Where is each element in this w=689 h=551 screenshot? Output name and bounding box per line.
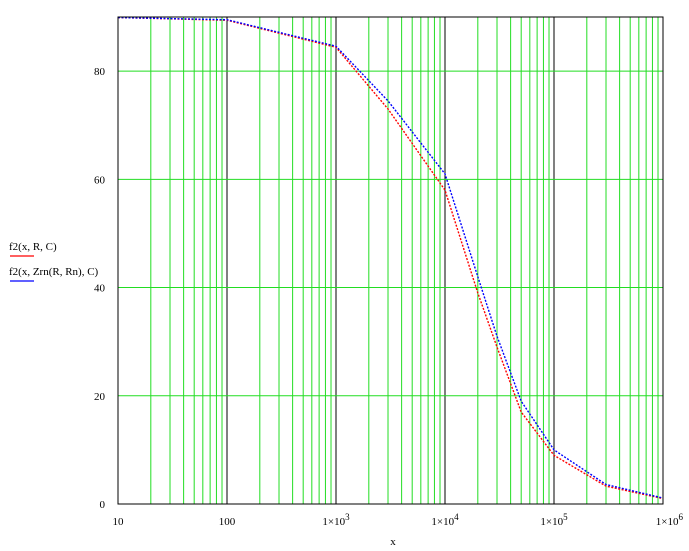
x-tick-label: 10 <box>113 516 125 528</box>
x-tick-exponent: 5 <box>563 512 568 522</box>
y-tick-label: 60 <box>94 174 106 186</box>
x-tick-base: 10 <box>113 516 125 528</box>
x-tick-exponent: 6 <box>679 512 684 522</box>
x-tick-base: 100 <box>219 516 236 528</box>
series-line-1 <box>117 16 664 500</box>
x-tick-label: 1×105 <box>540 512 568 528</box>
x-tick-base: 1×10 <box>656 516 679 528</box>
x-axis-label: x <box>390 536 396 548</box>
plot-frame <box>117 16 664 505</box>
curves <box>117 16 664 500</box>
y-tick-label: 80 <box>94 66 106 78</box>
y-tick-label: 40 <box>94 283 106 295</box>
x-tick-base: 1×10 <box>431 516 454 528</box>
y-tick-label: 0 <box>100 499 106 511</box>
series-line-2 <box>117 16 664 499</box>
x-tick-base: 1×10 <box>540 516 563 528</box>
x-tick-base: 1×10 <box>322 516 345 528</box>
x-axis-ticks: 10 100 1×103 1×104 1×105 1×106 <box>113 512 684 528</box>
gridlines <box>117 17 664 505</box>
x-tick-label: 100 <box>219 516 236 528</box>
legend-label-2: f2(x, Zrn(R, Rn), C) <box>9 266 99 278</box>
legend: f2(x, R, C) f2(x, Zrn(R, Rn), C) <box>9 241 99 282</box>
x-tick-label: 1×104 <box>431 512 459 528</box>
x-tick-label: 1×103 <box>322 512 350 528</box>
x-tick-label: 1×106 <box>656 512 684 528</box>
x-tick-exponent: 3 <box>345 512 350 522</box>
x-tick-exponent: 4 <box>454 512 459 522</box>
y-axis-ticks: 0 20 40 60 80 <box>94 66 106 511</box>
legend-label-1: f2(x, R, C) <box>9 241 57 253</box>
y-tick-label: 20 <box>94 391 106 403</box>
